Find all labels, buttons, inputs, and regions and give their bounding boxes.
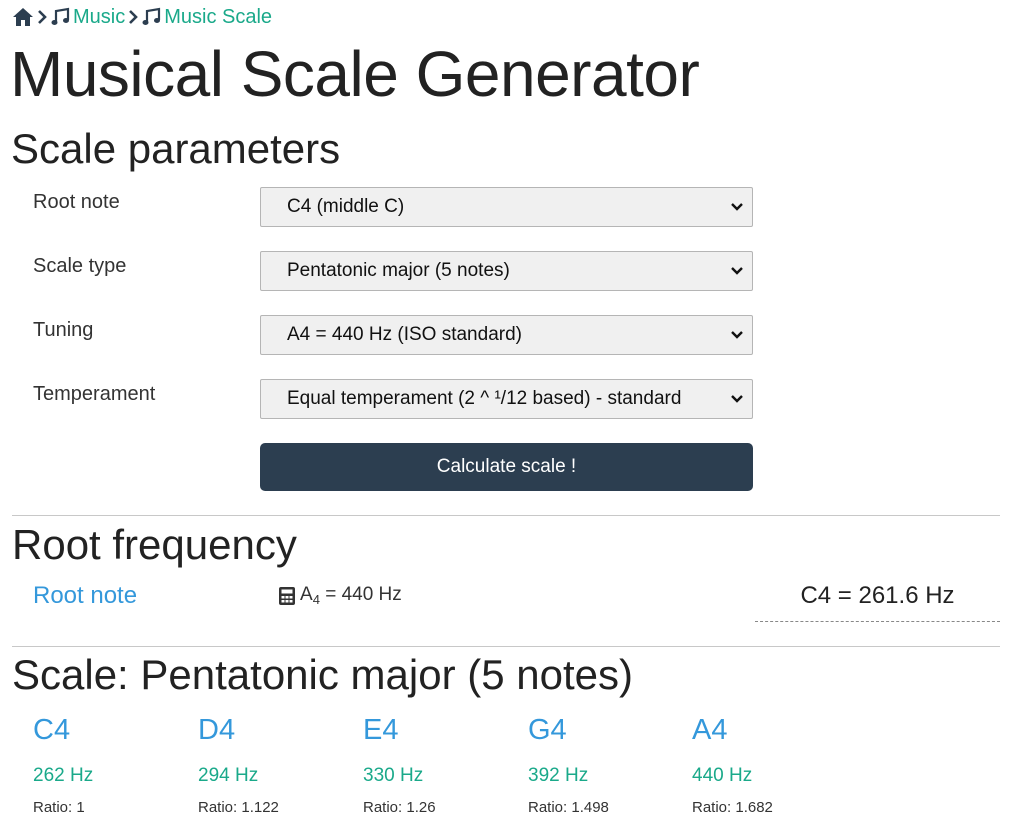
note-name: G4 [528, 714, 567, 746]
chevron-down-icon [730, 200, 744, 214]
breadcrumb-music-scale-label: Music Scale [164, 5, 273, 28]
scale-note: G4 392 Hz Ratio: 1.498 [528, 712, 678, 816]
temperament-label: Temperament [33, 383, 156, 405]
chevron-right-icon [128, 9, 139, 25]
scale-heading: Scale: Pentatonic major (5 notes) [12, 651, 633, 698]
temperament-select-value: Equal temperament (2 ^ ¹/12 based) - sta… [287, 388, 682, 409]
tuning-select[interactable]: A4 = 440 Hz (ISO standard) [260, 315, 753, 355]
root-calc-formula: A4 = 440 Hz [300, 584, 402, 607]
page-title: Musical Scale Generator [10, 38, 700, 110]
temperament-select[interactable]: Equal temperament (2 ^ ¹/12 based) - sta… [260, 379, 753, 419]
divider [12, 646, 1000, 647]
divider [12, 515, 1000, 516]
note-frequency: 330 Hz [363, 765, 424, 786]
scale-note: A4 440 Hz Ratio: 1.682 [692, 712, 842, 816]
scale-note: E4 330 Hz Ratio: 1.26 [363, 712, 513, 816]
note-ratio: Ratio: 1.498 [528, 799, 609, 816]
breadcrumb-music-label: Music [73, 5, 126, 28]
root-calc-value: = 440 Hz [319, 584, 402, 605]
root-calc-octave: 4 [312, 592, 320, 607]
home-icon[interactable] [12, 7, 34, 27]
root-note-select-value: C4 (middle C) [287, 196, 405, 217]
chevron-down-icon [730, 392, 744, 406]
note-frequency: 294 Hz [198, 765, 259, 786]
root-frequency-result: C4 = 261.6 Hz [755, 582, 1000, 622]
note-ratio: Ratio: 1.26 [363, 799, 436, 816]
note-frequency: 262 Hz [33, 765, 94, 786]
scale-type-select-value: Pentatonic major (5 notes) [287, 260, 510, 281]
music-note-icon [141, 7, 161, 27]
scale-note: D4 294 Hz Ratio: 1.122 [198, 712, 348, 816]
root-calc-note: A [300, 584, 313, 605]
breadcrumb-music-link[interactable]: Music [50, 6, 125, 29]
note-name: C4 [33, 714, 71, 746]
chevron-right-icon [37, 9, 47, 25]
calculate-scale-button[interactable]: Calculate scale ! [260, 443, 753, 491]
tuning-select-value: A4 = 440 Hz (ISO standard) [287, 324, 522, 345]
note-ratio: Ratio: 1.682 [692, 799, 773, 816]
note-ratio: Ratio: 1 [33, 799, 85, 816]
root-note-link[interactable]: Root note [33, 582, 138, 609]
tuning-label: Tuning [33, 319, 94, 341]
note-frequency: 392 Hz [528, 765, 589, 786]
breadcrumb-music-scale-link[interactable]: Music Scale [141, 6, 272, 29]
root-calculation: A4 = 440 Hz [278, 584, 402, 607]
note-frequency: 440 Hz [692, 765, 753, 786]
note-name: A4 [692, 714, 728, 746]
note-name: D4 [198, 714, 236, 746]
note-ratio: Ratio: 1.122 [198, 799, 279, 816]
scale-parameters-heading: Scale parameters [11, 125, 341, 172]
calculator-icon[interactable] [278, 586, 296, 606]
scale-type-label: Scale type [33, 255, 127, 277]
breadcrumb: Music Music Scale [12, 4, 272, 30]
scale-note: C4 262 Hz Ratio: 1 [33, 712, 183, 816]
note-name: E4 [363, 714, 399, 746]
chevron-down-icon [730, 264, 744, 278]
root-note-label: Root note [33, 191, 120, 213]
music-note-icon [50, 7, 70, 27]
chevron-down-icon [730, 328, 744, 342]
root-note-select[interactable]: C4 (middle C) [260, 187, 753, 227]
scale-type-select[interactable]: Pentatonic major (5 notes) [260, 251, 753, 291]
root-frequency-heading: Root frequency [12, 521, 297, 568]
